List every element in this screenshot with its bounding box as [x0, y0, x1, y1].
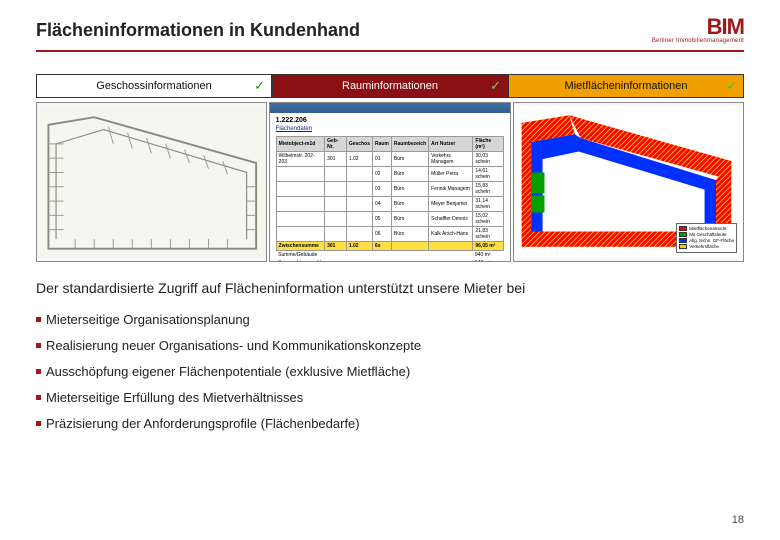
bullet-item: Mieterseitige Erfüllung des Mietverhältn… [36, 390, 744, 405]
table-header-cell: Mietobject-m1d [276, 137, 324, 152]
tab-geschoss: Geschossinformationen ✓ [36, 74, 272, 98]
table-header-cell: Art Nutzer [429, 137, 473, 152]
table-header-cell: Raumbezeich [391, 137, 428, 152]
tab-mietflaeche: Mietflächeninformationen ✓ [508, 74, 744, 98]
logo-subtitle: Berliner Immobilienmanagement [652, 38, 744, 44]
table-header-cell: Raum [372, 137, 391, 152]
thumb-geschoss [36, 102, 267, 262]
bullet-list: Mieterseitige Organisationsplanung Realis… [36, 312, 744, 431]
legend: MietflächenansichtMit GeschäftsleuteAllg… [676, 223, 737, 253]
thumb-mietflaeche: MietflächenansichtMit GeschäftsleuteAllg… [513, 102, 744, 262]
table-header-cell: Geb-Nr. [325, 137, 347, 152]
bullet-item: Realisierung neuer Organisations- und Ko… [36, 338, 744, 353]
table-header-cell: Geschos [346, 137, 372, 152]
bullet-item: Mieterseitige Organisationsplanung [36, 312, 744, 327]
table-row: 02BüroMüller Petra14,61 schein [276, 167, 504, 182]
tab-label: Mietflächeninformationen [509, 80, 743, 92]
table-footer-row: Summe/Gebäude940 m² [276, 251, 504, 260]
bullet-item: Ausschöpfung eigener Flächenpotentiale (… [36, 364, 744, 379]
legend-label: Mietflächenansicht [689, 226, 726, 231]
floorplan-svg [37, 103, 266, 261]
legend-label: Verkehrsfläche [689, 244, 719, 249]
legend-swatch [679, 244, 687, 249]
tab-label: Geschossinformationen [37, 80, 271, 92]
legend-row: Allg. techn. GF-Fläche [679, 238, 734, 243]
thumbnails-row: 1.222.206 Flächendaten Mietobject-m1dGeb… [36, 102, 744, 262]
table-row: 05BüroSchaffler Dennis15,02 schein [276, 212, 504, 227]
table-sum-row: Zwischensumme3011.026x96,05 m² [276, 242, 504, 251]
legend-swatch [679, 238, 687, 243]
table-row: 06BüroKalk Arsch-Hans21,83 schein [276, 227, 504, 242]
logo: BIM Berliner Immobilienmanagement [652, 14, 744, 44]
table-row: 03BüroFennik Managem15,83 schein [276, 182, 504, 197]
tab-raum: Rauminformationen ✓ [272, 74, 508, 98]
legend-label: Mit Geschäftsleute [689, 232, 726, 237]
logo-text: BIM [652, 14, 744, 40]
body-text: Der standardisierte Zugriff auf Flächeni… [36, 280, 744, 296]
table-header-cell: Fläche (m²) [473, 137, 504, 152]
legend-row: Mietflächenansicht [679, 226, 734, 231]
window-titlebar [270, 103, 511, 113]
legend-row: Mit Geschäftsleute [679, 232, 734, 237]
slide-title: Flächeninformationen in Kundenhand [36, 20, 360, 41]
table-row: Wilhelmstr. 202-2033011.0201BüroVerkehrs… [276, 152, 504, 167]
legend-row: Verkehrsfläche [679, 244, 734, 249]
table-footer-row: Summe Liegenschl940 m² [276, 259, 504, 262]
tabs-row: Geschossinformationen ✓ Rauminformatione… [36, 74, 744, 98]
table-sublink: Flächendaten [276, 126, 312, 132]
title-divider [36, 50, 744, 52]
room-data-table: Mietobject-m1dGeb-Nr.GeschosRaumRaumbeze… [276, 136, 505, 262]
tab-label: Rauminformationen [273, 80, 507, 92]
page-number: 18 [732, 514, 744, 526]
check-icon: ✓ [254, 78, 265, 94]
legend-label: Allg. techn. GF-Fläche [689, 238, 734, 243]
check-icon: ✓ [726, 78, 737, 94]
thumb-raum: 1.222.206 Flächendaten Mietobject-m1dGeb… [269, 102, 512, 262]
bullet-item: Präzisierung der Anforderungsprofile (Fl… [36, 416, 744, 431]
check-icon: ✓ [490, 78, 501, 94]
table-big-num: 1.222.206 [276, 117, 505, 124]
slide-header: Flächeninformationen in Kundenhand BIM B… [36, 20, 744, 44]
table-row: 04BüroMeyer Benjamin31,14 schein [276, 197, 504, 212]
legend-swatch [679, 232, 687, 237]
legend-swatch [679, 226, 687, 231]
